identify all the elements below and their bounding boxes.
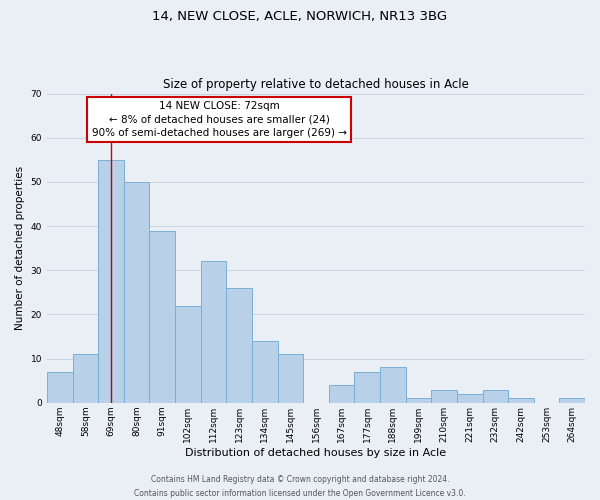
Bar <box>559 398 585 403</box>
Bar <box>73 354 98 403</box>
Bar <box>124 182 149 403</box>
Bar <box>508 398 534 403</box>
Bar <box>252 341 278 403</box>
Bar <box>380 368 406 403</box>
Y-axis label: Number of detached properties: Number of detached properties <box>15 166 25 330</box>
Bar <box>355 372 380 403</box>
X-axis label: Distribution of detached houses by size in Acle: Distribution of detached houses by size … <box>185 448 446 458</box>
Bar <box>200 262 226 403</box>
Text: 14, NEW CLOSE, ACLE, NORWICH, NR13 3BG: 14, NEW CLOSE, ACLE, NORWICH, NR13 3BG <box>152 10 448 23</box>
Bar <box>329 385 355 403</box>
Bar <box>406 398 431 403</box>
Bar <box>431 390 457 403</box>
Title: Size of property relative to detached houses in Acle: Size of property relative to detached ho… <box>163 78 469 91</box>
Bar <box>457 394 482 403</box>
Text: 14 NEW CLOSE: 72sqm
← 8% of detached houses are smaller (24)
90% of semi-detache: 14 NEW CLOSE: 72sqm ← 8% of detached hou… <box>92 102 347 138</box>
Bar <box>482 390 508 403</box>
Bar <box>149 230 175 403</box>
Bar <box>226 288 252 403</box>
Bar <box>278 354 303 403</box>
Bar <box>98 160 124 403</box>
Bar <box>47 372 73 403</box>
Bar <box>175 306 200 403</box>
Text: Contains HM Land Registry data © Crown copyright and database right 2024.
Contai: Contains HM Land Registry data © Crown c… <box>134 476 466 498</box>
